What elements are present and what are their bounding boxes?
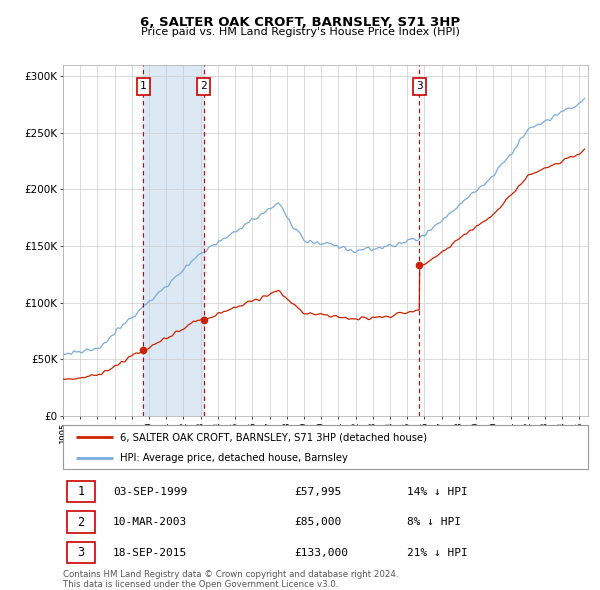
- FancyBboxPatch shape: [67, 512, 95, 533]
- FancyBboxPatch shape: [67, 542, 95, 563]
- Text: HPI: Average price, detached house, Barnsley: HPI: Average price, detached house, Barn…: [120, 453, 347, 463]
- Text: £133,000: £133,000: [294, 548, 348, 558]
- FancyBboxPatch shape: [63, 425, 588, 469]
- Text: £85,000: £85,000: [294, 517, 341, 527]
- Text: 1: 1: [140, 81, 147, 91]
- Bar: [143, 65, 204, 416]
- Text: 6, SALTER OAK CROFT, BARNSLEY, S71 3HP: 6, SALTER OAK CROFT, BARNSLEY, S71 3HP: [140, 16, 460, 29]
- Text: 18-SEP-2015: 18-SEP-2015: [113, 548, 187, 558]
- Text: 03-SEP-1999: 03-SEP-1999: [113, 487, 187, 497]
- Text: Contains HM Land Registry data © Crown copyright and database right 2024.: Contains HM Land Registry data © Crown c…: [63, 569, 398, 579]
- Text: 2: 2: [77, 516, 85, 529]
- Text: 14% ↓ HPI: 14% ↓ HPI: [407, 487, 467, 497]
- Text: This data is licensed under the Open Government Licence v3.0.: This data is licensed under the Open Gov…: [63, 579, 338, 589]
- Text: 10-MAR-2003: 10-MAR-2003: [113, 517, 187, 527]
- FancyBboxPatch shape: [67, 481, 95, 503]
- Text: 8% ↓ HPI: 8% ↓ HPI: [407, 517, 461, 527]
- Text: 2: 2: [200, 81, 208, 91]
- Text: Price paid vs. HM Land Registry's House Price Index (HPI): Price paid vs. HM Land Registry's House …: [140, 28, 460, 37]
- Text: 1: 1: [77, 485, 85, 498]
- Text: 6, SALTER OAK CROFT, BARNSLEY, S71 3HP (detached house): 6, SALTER OAK CROFT, BARNSLEY, S71 3HP (…: [120, 432, 427, 442]
- Text: 21% ↓ HPI: 21% ↓ HPI: [407, 548, 467, 558]
- Text: 3: 3: [416, 81, 423, 91]
- Text: £57,995: £57,995: [294, 487, 341, 497]
- Text: 3: 3: [77, 546, 85, 559]
